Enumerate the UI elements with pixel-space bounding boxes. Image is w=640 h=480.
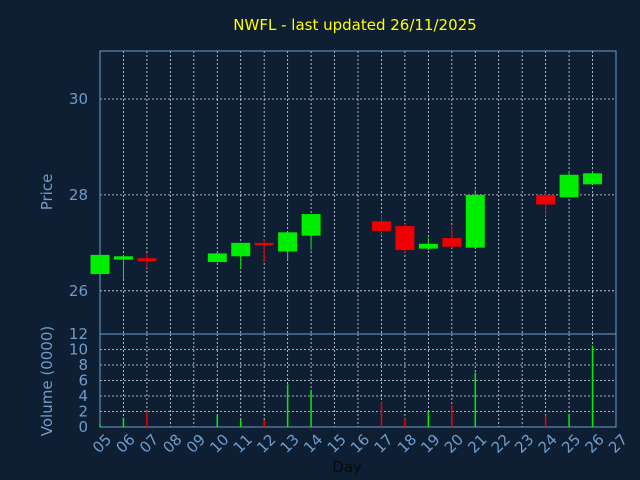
volume-bar (122, 417, 125, 427)
x-tick-label: 11 (230, 431, 256, 457)
x-tick-label: 17 (370, 431, 396, 457)
candle-body (559, 174, 579, 198)
candle-body (278, 232, 298, 252)
x-tick-label: 22 (488, 431, 514, 457)
x-tick-label: 25 (558, 431, 584, 457)
x-tick-label: 14 (300, 431, 326, 457)
price-axis-label: Price (38, 174, 56, 211)
x-tick-label: 26 (582, 431, 608, 457)
x-tick-label: 23 (511, 431, 537, 457)
candle-body (113, 256, 133, 260)
x-tick-label: 06 (112, 431, 138, 457)
volume-bar (380, 402, 383, 427)
candle-body (207, 253, 227, 263)
x-tick-label: 09 (183, 431, 209, 457)
volume-bar (427, 411, 430, 427)
candle-body (583, 173, 603, 185)
volume-bar (591, 345, 594, 427)
volume-tick-label: 6 (78, 372, 88, 390)
candle-body (254, 242, 274, 246)
candle-body (371, 221, 391, 231)
x-tick-label: 16 (347, 431, 373, 457)
volume-bar (310, 389, 312, 427)
x-tick-label: 15 (324, 431, 350, 457)
volume-tick-label: 8 (78, 356, 88, 374)
chart-title: NWFL - last updated 26/11/2025 (233, 16, 476, 34)
volume-bar (568, 413, 570, 427)
volume-bar (99, 424, 101, 427)
volume-bar (146, 411, 148, 427)
price-tick-label: 30 (69, 90, 88, 108)
x-tick-label: 24 (535, 431, 561, 457)
volume-plot-frame (99, 333, 617, 428)
candle-body (465, 194, 485, 248)
x-tick-label: 08 (159, 431, 185, 457)
volume-tick-label: 2 (78, 403, 88, 421)
volume-tick-label: 4 (78, 387, 88, 405)
x-tick-label: 10 (206, 431, 232, 457)
x-tick-label: 13 (277, 431, 303, 457)
x-axis-label: Day (332, 458, 362, 476)
volume-bar (263, 420, 265, 427)
candle-body (442, 238, 462, 247)
x-tick-label: 05 (89, 431, 115, 457)
x-tick-label: 20 (441, 431, 467, 457)
volume-tick-label: 10 (69, 341, 88, 359)
volume-bar (239, 419, 242, 427)
price-tick-label: 28 (69, 186, 88, 204)
x-tick-label: 21 (464, 431, 490, 457)
x-tick-label: 27 (605, 431, 631, 457)
price-tick-label: 26 (69, 282, 88, 300)
x-tick-label: 19 (417, 431, 443, 457)
volume-axis-label: Volume (0000) (38, 326, 56, 436)
price-panel: 26 28 30 (69, 50, 617, 335)
volume-bar (404, 418, 406, 427)
volume-bar (474, 372, 477, 427)
x-tick-label: 18 (394, 431, 420, 457)
candle-body (137, 258, 157, 262)
volume-bar (216, 415, 219, 427)
candle-body (231, 242, 251, 257)
volume-tick-label: 12 (69, 325, 88, 343)
candle-body (90, 254, 110, 275)
volume-bar (544, 415, 547, 427)
volume-tick-label: 0 (78, 418, 88, 436)
volume-bar (286, 384, 289, 427)
candle-body (536, 194, 556, 205)
volume-bar (451, 405, 453, 427)
x-tick-label: 07 (136, 431, 162, 457)
candle-body (301, 214, 321, 236)
candle-body (395, 226, 415, 251)
candle-body (418, 243, 438, 249)
x-tick-label: 12 (253, 431, 279, 457)
